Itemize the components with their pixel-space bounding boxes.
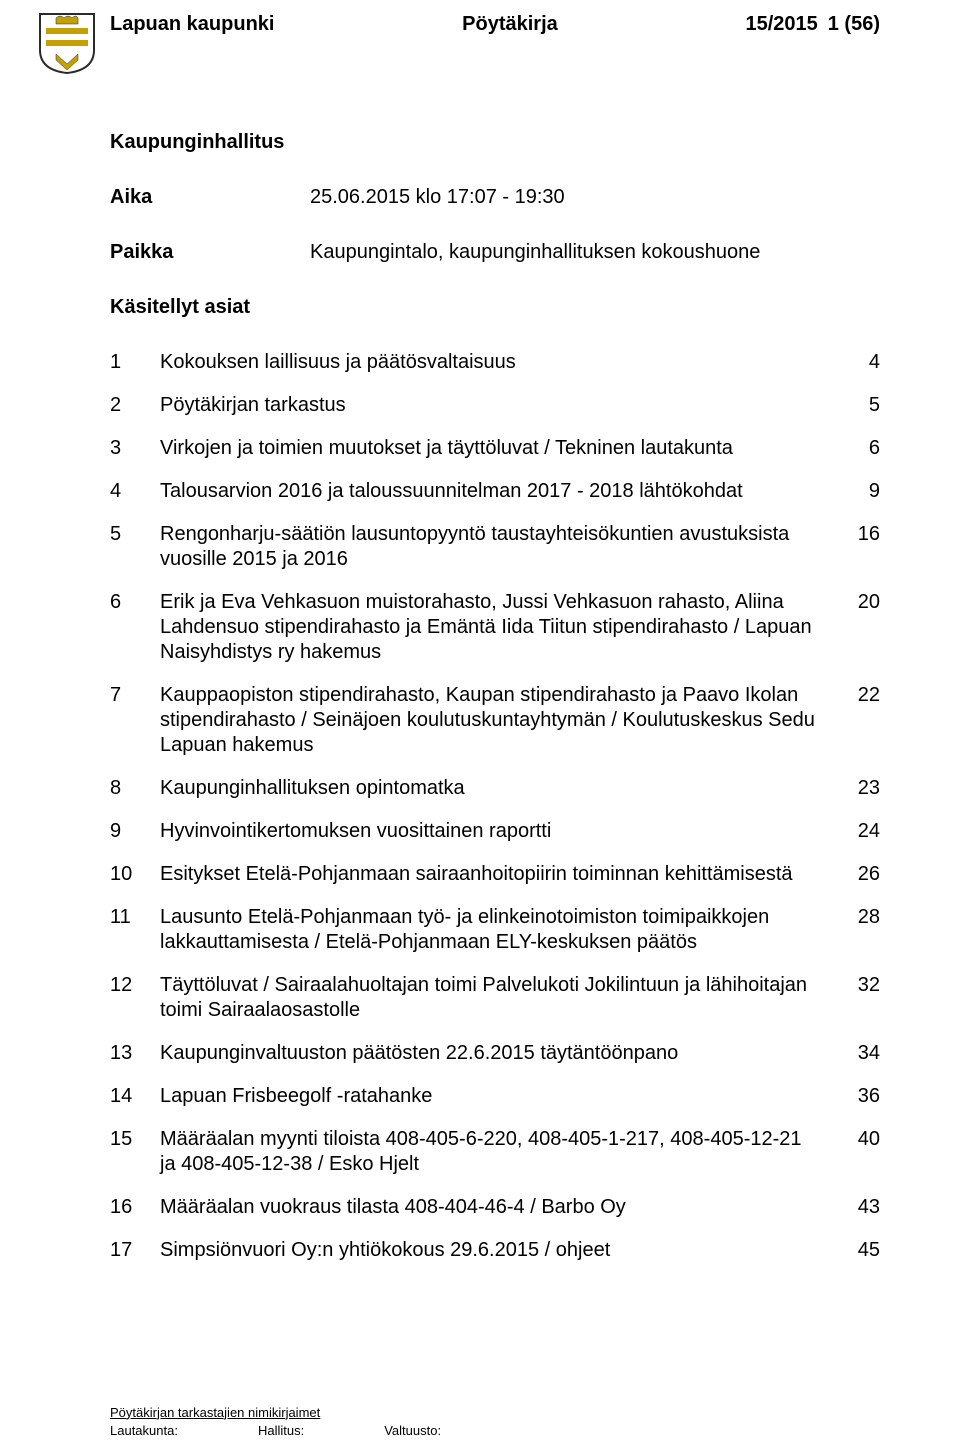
toc-row: 12Täyttöluvat / Sairaalahuoltajan toimi …: [110, 973, 880, 1023]
toc-page: 28: [840, 905, 880, 930]
toc-num: 5: [110, 522, 160, 547]
toc-row: 7Kauppaopiston stipendirahasto, Kaupan s…: [110, 683, 880, 758]
toc-desc: Esitykset Etelä-Pohjanmaan sairaanhoitop…: [160, 862, 840, 887]
toc-desc: Lapuan Frisbeegolf -ratahanke: [160, 1084, 840, 1109]
meeting-time-label: Aika: [110, 185, 310, 210]
toc-desc: Rengonharju-säätiön lausuntopyyntö taust…: [160, 522, 840, 572]
toc-num: 8: [110, 776, 160, 801]
toc-page: 20: [840, 590, 880, 615]
toc-desc: Erik ja Eva Vehkasuon muistorahasto, Jus…: [160, 590, 840, 665]
toc-row: 6Erik ja Eva Vehkasuon muistorahasto, Ju…: [110, 590, 880, 665]
page-footer: Pöytäkirjan tarkastajien nimikirjaimet L…: [110, 1405, 880, 1440]
toc-desc: Kaupunginhallituksen opintomatka: [160, 776, 840, 801]
toc-num: 13: [110, 1041, 160, 1066]
meeting-place-label: Paikka: [110, 240, 310, 265]
toc-page: 34: [840, 1041, 880, 1066]
toc-section-title: Käsitellyt asiat: [110, 295, 880, 320]
toc-num: 16: [110, 1195, 160, 1220]
toc-row: 5Rengonharju-säätiön lausuntopyyntö taus…: [110, 522, 880, 572]
page-header: Lapuan kaupunki Pöytäkirja 15/2015 1 (56…: [110, 12, 880, 74]
toc-row: 2Pöytäkirjan tarkastus5: [110, 393, 880, 418]
toc-desc: Talousarvion 2016 ja taloussuunnitelman …: [160, 479, 840, 504]
toc-num: 3: [110, 436, 160, 461]
toc-desc: Hyvinvointikertomuksen vuosittainen rapo…: [160, 819, 840, 844]
meeting-time-value: 25.06.2015 klo 17:07 - 19:30: [310, 185, 880, 210]
toc-desc: Kokouksen laillisuus ja päätösvaltaisuus: [160, 350, 840, 375]
header-municipality: Lapuan kaupunki: [110, 12, 274, 37]
toc-num: 17: [110, 1238, 160, 1263]
toc-row: 8Kaupunginhallituksen opintomatka23: [110, 776, 880, 801]
toc-row: 3Virkojen ja toimien muutokset ja täyttö…: [110, 436, 880, 461]
footer-valtuusto: Valtuusto:: [384, 1423, 441, 1439]
toc-num: 4: [110, 479, 160, 504]
toc-desc: Simpsiönvuori Oy:n yhtiökokous 29.6.2015…: [160, 1238, 840, 1263]
toc-row: 15Määräalan myynti tiloista 408-405-6-22…: [110, 1127, 880, 1177]
toc-num: 15: [110, 1127, 160, 1152]
toc-page: 43: [840, 1195, 880, 1220]
toc-row: 4Talousarvion 2016 ja taloussuunnitelman…: [110, 479, 880, 504]
meeting-time-row: Aika 25.06.2015 klo 17:07 - 19:30: [110, 185, 880, 210]
meeting-title: Kaupunginhallitus: [110, 130, 880, 155]
toc-desc: Pöytäkirjan tarkastus: [160, 393, 840, 418]
toc-page: 40: [840, 1127, 880, 1152]
toc-page: 26: [840, 862, 880, 887]
toc-page: 23: [840, 776, 880, 801]
toc-desc: Kauppaopiston stipendirahasto, Kaupan st…: [160, 683, 840, 758]
header-doc-type: Pöytäkirja: [462, 12, 558, 37]
header-page-info: 1 (56): [828, 12, 880, 37]
toc-num: 7: [110, 683, 160, 708]
toc-row: 11Lausunto Etelä-Pohjanmaan työ- ja elin…: [110, 905, 880, 955]
toc-row: 14Lapuan Frisbeegolf -ratahanke36: [110, 1084, 880, 1109]
toc-page: 24: [840, 819, 880, 844]
toc-page: 4: [840, 350, 880, 375]
toc-desc: Määräalan vuokraus tilasta 408-404-46-4 …: [160, 1195, 840, 1220]
toc-num: 12: [110, 973, 160, 998]
meeting-place-value: Kaupungintalo, kaupunginhallituksen koko…: [310, 240, 880, 265]
toc-page: 6: [840, 436, 880, 461]
header-doc-number: 15/2015: [745, 12, 817, 37]
toc-num: 10: [110, 862, 160, 887]
toc-num: 14: [110, 1084, 160, 1109]
footer-hallitus: Hallitus:: [258, 1423, 304, 1439]
toc-desc: Täyttöluvat / Sairaalahuoltajan toimi Pa…: [160, 973, 840, 1023]
toc-row: 1Kokouksen laillisuus ja päätösvaltaisuu…: [110, 350, 880, 375]
municipal-crest-icon: [38, 12, 96, 74]
toc-row: 17Simpsiönvuori Oy:n yhtiökokous 29.6.20…: [110, 1238, 880, 1263]
toc-desc: Lausunto Etelä-Pohjanmaan työ- ja elinke…: [160, 905, 840, 955]
toc-desc: Määräalan myynti tiloista 408-405-6-220,…: [160, 1127, 840, 1177]
toc-row: 16Määräalan vuokraus tilasta 408-404-46-…: [110, 1195, 880, 1220]
toc-row: 9Hyvinvointikertomuksen vuosittainen rap…: [110, 819, 880, 844]
meeting-place-row: Paikka Kaupungintalo, kaupunginhallituks…: [110, 240, 880, 265]
footer-title: Pöytäkirjan tarkastajien nimikirjaimet: [110, 1405, 880, 1421]
toc-page: 32: [840, 973, 880, 998]
toc-row: 10Esitykset Etelä-Pohjanmaan sairaanhoit…: [110, 862, 880, 887]
toc-num: 2: [110, 393, 160, 418]
toc-page: 16: [840, 522, 880, 547]
toc-num: 11: [110, 905, 160, 930]
toc-page: 22: [840, 683, 880, 708]
toc-page: 45: [840, 1238, 880, 1263]
toc-page: 9: [840, 479, 880, 504]
toc-desc: Virkojen ja toimien muutokset ja täyttöl…: [160, 436, 840, 461]
toc-list: 1Kokouksen laillisuus ja päätösvaltaisuu…: [110, 350, 880, 1263]
footer-lautakunta: Lautakunta:: [110, 1423, 178, 1439]
toc-num: 6: [110, 590, 160, 615]
toc-page: 36: [840, 1084, 880, 1109]
toc-row: 13Kaupunginvaltuuston päätösten 22.6.201…: [110, 1041, 880, 1066]
toc-num: 9: [110, 819, 160, 844]
toc-desc: Kaupunginvaltuuston päätösten 22.6.2015 …: [160, 1041, 840, 1066]
toc-num: 1: [110, 350, 160, 375]
toc-page: 5: [840, 393, 880, 418]
